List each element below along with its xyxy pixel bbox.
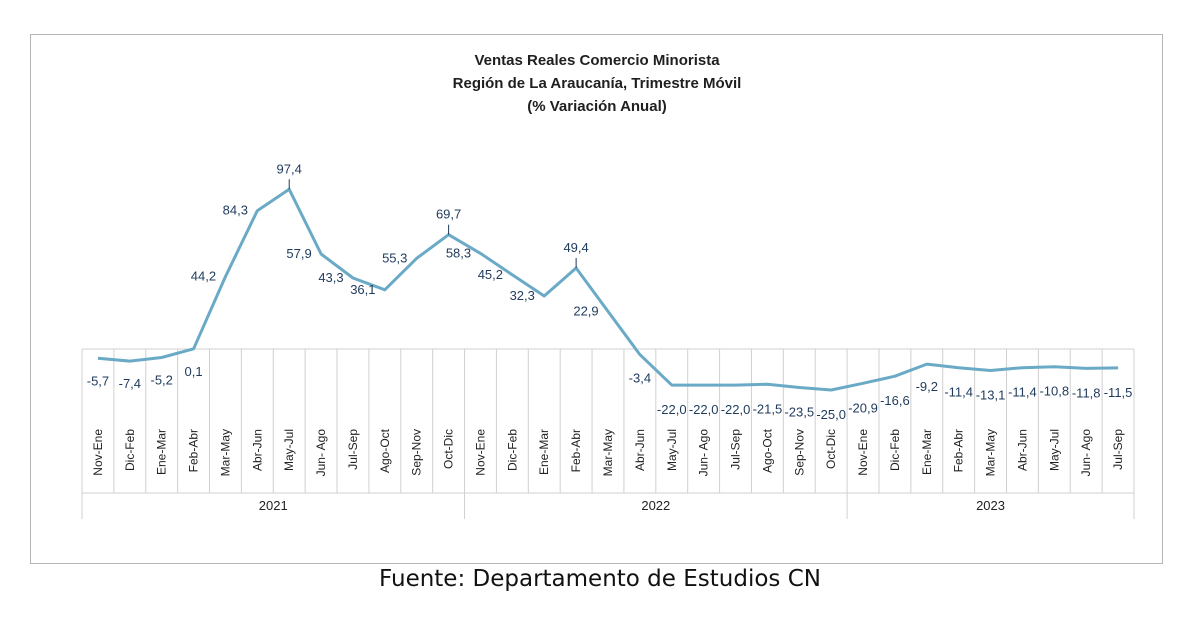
x-tick-label: Ago-Oct [378,428,392,473]
x-tick-label: Jul-Sep [1111,429,1125,470]
data-label: 44,2 [191,269,216,284]
data-label: -16,6 [880,393,910,408]
data-label: -22,0 [657,402,687,417]
data-label: -25,0 [816,407,846,422]
x-tick-label: Mar-May [219,429,233,476]
data-label: -21,5 [753,401,783,416]
x-tick-label: Jun- Ago [314,429,328,477]
x-tick-label: Abr-Jun [1015,429,1029,471]
data-labels: -5,7 -7,4 -5,2 0,1 44,2 84,3 97,4 57,9 43,3 36,1 5… [87,161,1133,422]
x-tick-label: Jul-Sep [729,429,743,470]
source-note: Fuente: Departamento de Estudios CN [379,566,821,592]
data-label: 84,3 [223,203,248,218]
year-label: 2022 [641,498,670,513]
x-tick-label: May-Jul [282,429,296,471]
data-label: -7,4 [119,376,141,391]
data-label: -23,5 [784,405,814,420]
x-tick-label: Ene-Mar [155,429,169,475]
x-tick-label: May-Jul [1047,429,1061,471]
data-label: -11,4 [1008,385,1037,400]
x-tick-labels: Nov-Ene Dic-Feb Ene-Mar Feb-Abr Mar-May Abr-J… [91,428,1125,476]
x-tick-label: May-Jul [665,429,679,471]
x-tick-label: Feb-Abr [952,429,966,472]
x-tick-label: Dic-Feb [123,429,137,471]
data-label: -5,2 [150,373,172,388]
data-label: 69,7 [436,207,461,222]
data-label: -22,0 [689,402,719,417]
data-label: -3,4 [629,371,651,386]
data-label: -22,0 [721,402,751,417]
data-label: 43,3 [318,270,343,285]
data-label: 49,4 [563,240,588,255]
data-label: 22,9 [573,303,598,318]
series-line-group [97,187,1119,392]
data-label: -5,7 [87,373,109,388]
x-axis [81,348,1135,519]
data-label: 36,1 [350,282,375,297]
data-label: -11,4 [944,385,973,400]
data-label: 0,1 [185,364,203,379]
data-label: -10,8 [1039,384,1069,399]
x-tick-label: Mar-May [601,429,615,476]
data-label: 32,3 [510,288,535,303]
data-label: -11,5 [1104,385,1133,400]
series-line [97,187,1119,392]
x-tick-label: Sep-Nov [792,429,806,476]
chart-title-line-3: (% Variación Anual) [527,98,666,115]
data-label: -13,1 [976,387,1006,402]
x-tick-label: Ago-Oct [760,428,774,473]
x-tick-label: Ene-Mar [537,429,551,475]
x-tick-label: Nov-Ene [856,429,870,476]
data-label: -20,9 [848,400,878,415]
data-label: 58,3 [446,245,471,260]
x-tick-label: Jun- Ago [697,429,711,477]
x-tick-label: Sep-Nov [410,429,424,476]
x-tick-label: Nov-Ene [474,429,488,476]
x-tick-label: Dic-Feb [888,429,902,471]
x-tick-label: Jun- Ago [1079,429,1093,477]
year-label: 2023 [976,498,1005,513]
x-tick-label: Oct-Dic [442,429,456,469]
data-label: 55,3 [382,250,407,265]
year-label: 2021 [259,498,288,513]
chart-title-line-1: Ventas Reales Comercio Minorista [474,52,720,69]
x-tick-label: Feb-Abr [569,429,583,472]
data-label: 57,9 [286,246,311,261]
x-tick-label: Feb-Abr [187,429,201,472]
x-tick-label: Nov-Ene [91,429,105,476]
x-tick-label: Abr-Jun [250,429,264,471]
data-label: 97,4 [277,161,302,176]
chart-title-line-2: Región de La Araucanía, Trimestre Móvil [453,75,742,92]
data-label: -9,2 [916,379,938,394]
x-tick-label: Oct-Dic [824,429,838,469]
chart-frame: Ventas Reales Comercio Minorista Región d… [30,34,1163,564]
x-tick-label: Dic-Feb [505,429,519,471]
data-label: 45,2 [478,267,503,282]
x-tick-label: Ene-Mar [920,429,934,475]
year-labels: 2021 2022 2023 [259,498,1005,513]
x-tick-label: Mar-May [984,429,998,476]
data-label: -11,8 [1072,385,1101,400]
chart-title: Ventas Reales Comercio Minorista Región d… [453,52,742,115]
x-tick-label: Abr-Jun [633,429,647,471]
line-chart: Ventas Reales Comercio Minorista Región d… [81,52,1135,519]
x-tick-label: Jul-Sep [346,429,360,470]
